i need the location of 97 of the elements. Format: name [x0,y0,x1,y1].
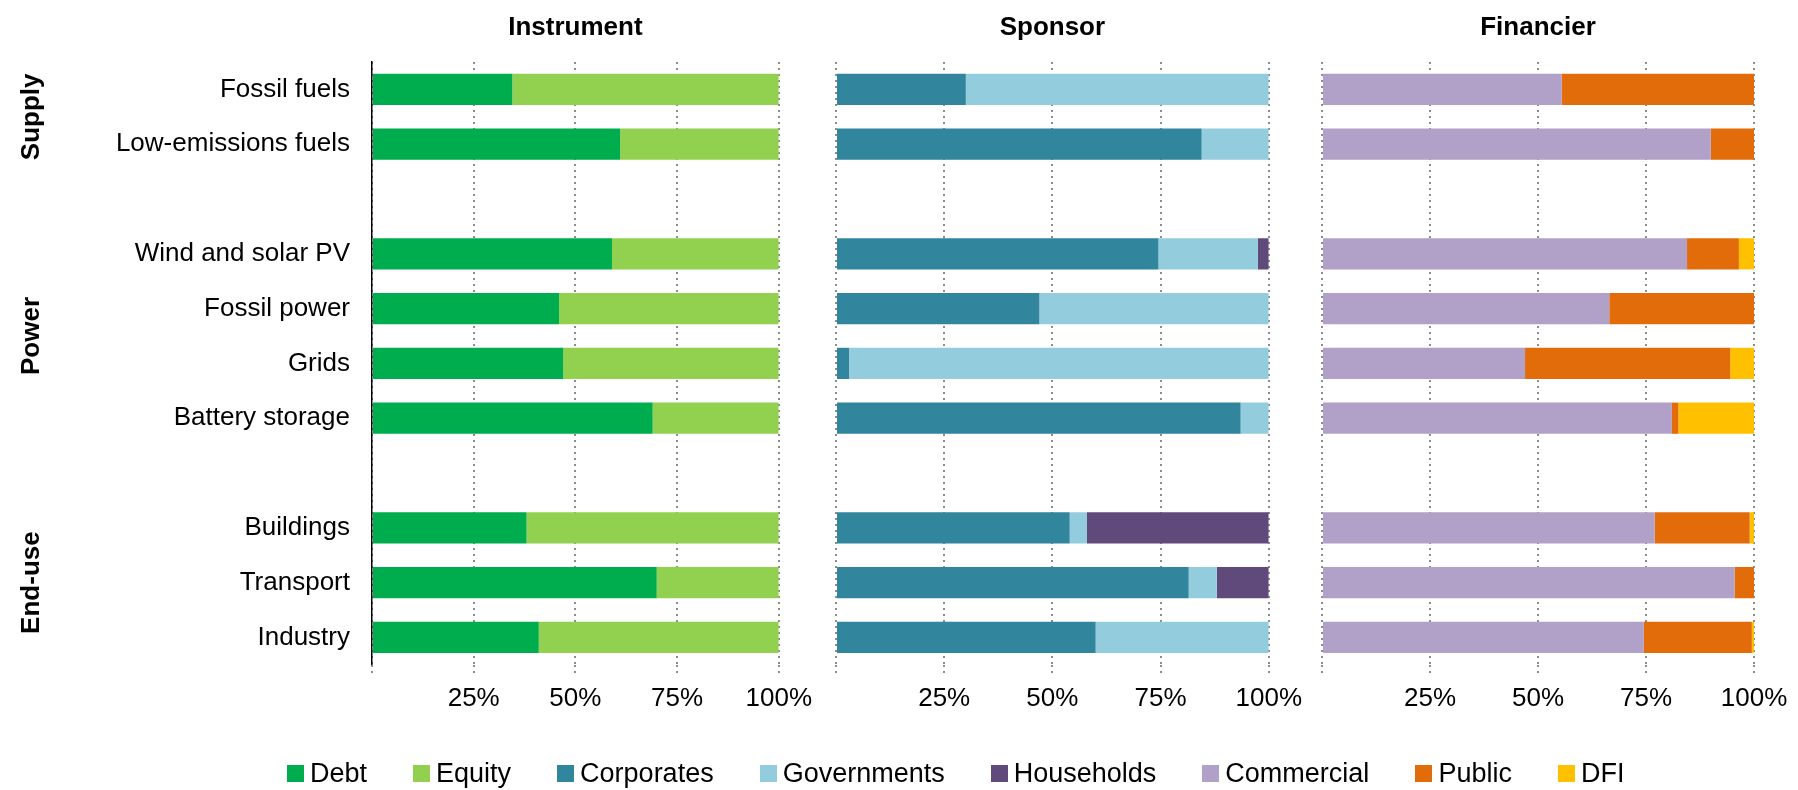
y-tick-label: Fossil power [204,291,351,322]
bar [1158,238,1258,270]
x-tick-label: 50% [1026,681,1079,712]
bar [1734,566,1754,599]
bar [1738,238,1754,270]
bar [1643,621,1752,654]
legend-label: Households [1013,757,1157,789]
bar [1323,512,1655,544]
x-tick-label: 100% [1720,681,1788,712]
bar [1188,566,1217,599]
x-tick-label: 25% [447,681,500,712]
x-tick-label: 50% [549,681,602,712]
y-tick-label: Low-emissions fuels [115,127,350,158]
bar [837,73,966,106]
bar [373,512,527,544]
bar [1323,292,1610,325]
bar [373,292,560,325]
bar [837,347,849,380]
x-tick-label: 75% [1134,681,1187,712]
legend-label: Equity [436,757,512,789]
bar [1323,566,1735,599]
bar [1671,402,1679,434]
x-tick-label: 25% [1403,681,1457,712]
y-tick-label: Grids [287,346,350,377]
bar [837,128,1202,160]
bar [1687,238,1739,270]
chart-title: Sponsor [999,11,1106,42]
bar [1201,128,1269,160]
bar [1323,621,1644,654]
legend-label: Governments [782,757,945,789]
chart-title: Instrument [508,11,643,42]
y-tick-label: Wind and solar PV [134,236,351,267]
x-tick-label: 50% [1511,681,1565,712]
bar [373,566,657,599]
bar [1751,621,1754,654]
y-tick-label: Battery storage [173,401,350,432]
y-tick-label: Fossil fuels [219,72,350,103]
bar [837,566,1189,599]
bar [965,73,1269,106]
x-tick-label: 100% [745,681,812,712]
bar [656,566,779,599]
y-tick-label: Industry [257,620,350,651]
bar [1730,347,1754,380]
bar [373,238,612,270]
bar [526,512,779,544]
bar [563,347,779,380]
bar [538,621,779,654]
bar [1749,512,1754,544]
bar [1323,402,1672,434]
bar [1525,347,1731,380]
legend-label: Corporates [580,757,714,789]
bar [1678,402,1754,434]
x-tick-label: 75% [1619,681,1673,712]
bar [1240,402,1269,434]
bar [837,238,1159,270]
text: Power [15,296,46,376]
bar [837,512,1070,544]
bar [1561,73,1754,106]
bar [837,402,1241,434]
legend-label: DFI [1580,757,1625,789]
bar [1087,512,1269,544]
text: Supply [15,72,46,161]
bar [1323,238,1688,270]
bar [1323,73,1562,106]
bar [1710,128,1754,160]
x-tick-label: 100% [1235,681,1302,712]
bar [1216,566,1269,599]
legend-label: Debt [310,757,368,789]
bar [611,238,779,270]
bar [1039,292,1269,325]
y-tick-label: Transport [239,565,351,596]
bar [373,402,653,434]
bar [1609,292,1754,325]
bar [373,128,621,160]
bar [373,347,564,380]
bar [620,128,779,160]
bar [512,73,779,106]
bar [837,292,1040,325]
bar [837,621,1096,654]
bar [1323,347,1526,380]
bar [373,73,513,106]
bar [1257,238,1269,270]
bar [559,292,779,325]
y-tick-label: Buildings [244,510,350,541]
legend-label: Public [1438,757,1512,789]
text: End-use [15,531,46,634]
x-tick-label: 75% [651,681,704,712]
bar [1069,512,1087,544]
bar [1654,512,1750,544]
bar [652,402,779,434]
x-tick-label: 25% [918,681,971,712]
bar [848,347,1269,380]
legend-label: Commercial [1225,757,1370,789]
bar [373,621,539,654]
bar [1323,128,1711,160]
chart-title: Financier [1480,11,1596,42]
bar [1095,621,1269,654]
